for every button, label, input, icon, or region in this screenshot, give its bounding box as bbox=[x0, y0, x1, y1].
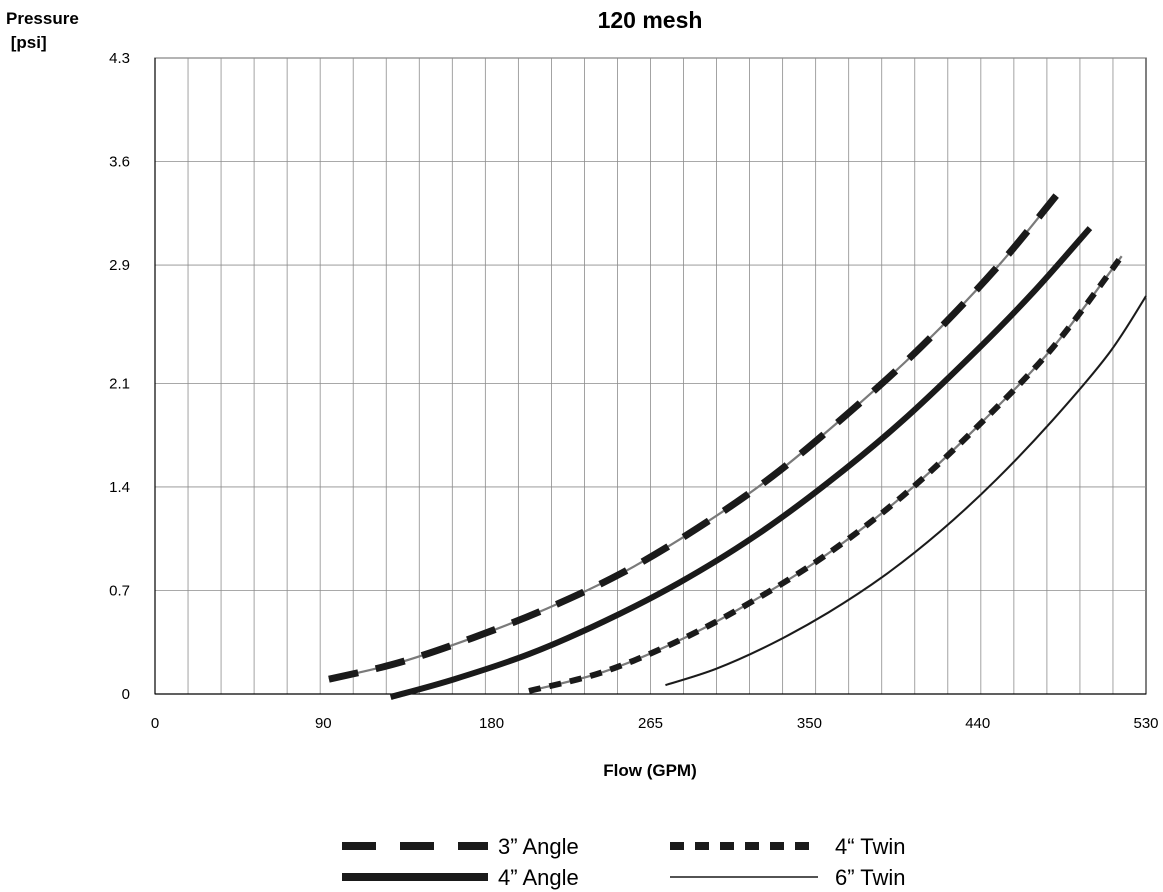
series-line-1 bbox=[328, 193, 1059, 683]
y-tick-label: 2.1 bbox=[109, 375, 130, 392]
y-axis-label-line1: Pressure bbox=[6, 9, 79, 28]
y-tick-label: 0 bbox=[122, 686, 130, 703]
x-tick-label: 350 bbox=[797, 715, 822, 732]
series-path bbox=[389, 226, 1093, 700]
grid-lines bbox=[154, 57, 1146, 695]
x-tick-label: 180 bbox=[479, 715, 504, 732]
y-tick-label: 3.6 bbox=[109, 154, 130, 171]
series-layer bbox=[328, 193, 1147, 700]
series-line-3 bbox=[528, 254, 1125, 694]
legend: 3” Angle 4” Angle 4“ Twin 6” Twin bbox=[342, 834, 906, 890]
x-tick-label: 440 bbox=[965, 715, 990, 732]
legend-label: 4” Angle bbox=[498, 865, 579, 890]
y-tick-label: 2.9 bbox=[109, 257, 130, 274]
legend-label: 4“ Twin bbox=[835, 834, 906, 859]
legend-item: 3” Angle bbox=[342, 834, 579, 859]
legend-label: 3” Angle bbox=[498, 834, 579, 859]
y-axis-label-line2: [psi] bbox=[6, 33, 47, 52]
y-tick-label: 1.4 bbox=[109, 479, 130, 496]
y-tick-label: 4.3 bbox=[109, 50, 130, 67]
series-line-4 bbox=[665, 295, 1147, 687]
legend-item: 6” Twin bbox=[670, 865, 906, 890]
legend-item: 4” Angle bbox=[342, 865, 579, 890]
x-tick-label: 90 bbox=[315, 715, 332, 732]
y-tick-label: 0.7 bbox=[109, 582, 130, 599]
chart-title: 120 mesh bbox=[598, 7, 703, 33]
series-path-core bbox=[665, 295, 1147, 686]
series-path bbox=[328, 193, 1059, 683]
tick-labels: 0 90 180 265 350 440 530 0 0.7 1.4 2.1 2.9 3.6 4.3 bbox=[109, 50, 1158, 732]
series-line-2 bbox=[389, 226, 1093, 700]
x-tick-label: 265 bbox=[638, 715, 663, 732]
x-tick-label: 530 bbox=[1133, 715, 1158, 732]
series-path bbox=[528, 254, 1125, 694]
x-axis-label: Flow (GPM) bbox=[603, 761, 696, 780]
legend-label: 6” Twin bbox=[835, 865, 906, 890]
legend-item: 4“ Twin bbox=[670, 834, 906, 859]
x-tick-label: 0 bbox=[151, 715, 159, 732]
